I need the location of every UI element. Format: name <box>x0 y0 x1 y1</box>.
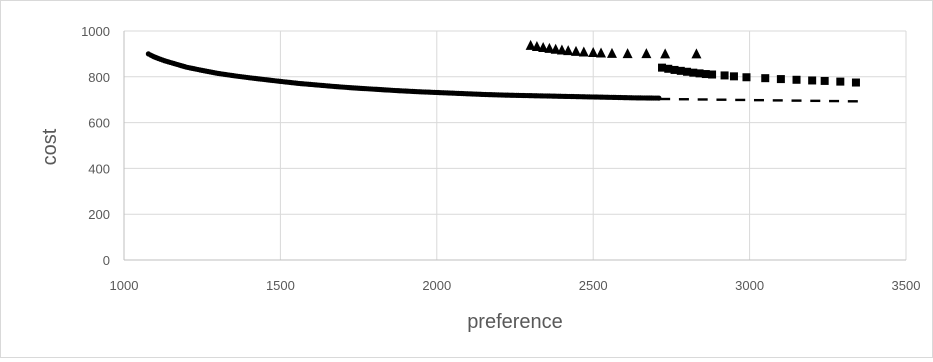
point-dash <box>847 100 858 103</box>
point-square <box>792 75 801 84</box>
point-square <box>701 70 710 79</box>
point-dash <box>678 98 689 101</box>
y-tick-label: 800 <box>88 70 110 85</box>
point-triangle <box>563 45 574 56</box>
x-axis-title: preference <box>467 311 563 333</box>
point-triangle <box>578 46 589 57</box>
point-square <box>720 71 729 80</box>
x-tick-label: 2000 <box>422 278 451 293</box>
x-tick-label: 1500 <box>266 278 295 293</box>
point-square <box>808 76 817 85</box>
point-triangle <box>660 48 671 59</box>
point-square <box>708 70 717 79</box>
point-square <box>670 65 679 74</box>
point-triangle <box>525 39 536 50</box>
point-triangle <box>544 42 555 53</box>
point-square <box>729 72 738 81</box>
point-square <box>820 76 829 85</box>
y-axis-title: cost <box>39 128 61 165</box>
data-points <box>145 39 860 103</box>
x-tick-label: 1000 <box>110 278 139 293</box>
point-dash <box>772 99 783 102</box>
point-dash <box>660 97 671 101</box>
x-tick-label: 2500 <box>579 278 608 293</box>
point-square <box>689 68 698 77</box>
point-dash <box>810 99 821 103</box>
point-square <box>742 73 751 82</box>
point-triangle <box>606 47 617 58</box>
y-tick-label: 200 <box>88 207 110 222</box>
x-tick-label: 3000 <box>735 278 764 293</box>
point-triangle <box>550 43 561 54</box>
point-square <box>836 77 845 86</box>
point-square <box>676 66 685 75</box>
axes <box>123 31 906 261</box>
point-dash <box>735 98 746 102</box>
point-triangle <box>641 48 652 59</box>
point-triangle <box>588 46 599 57</box>
point-square <box>851 78 860 87</box>
point-triangle <box>691 48 702 59</box>
point-square <box>658 63 667 72</box>
point-square <box>664 64 673 73</box>
point-square <box>761 74 770 83</box>
point-dash <box>697 98 708 101</box>
point-square <box>776 75 785 84</box>
y-tick-label: 0 <box>103 253 110 268</box>
y-tick-label: 1000 <box>81 24 110 39</box>
y-tick-label: 400 <box>88 161 110 176</box>
point-triangle <box>531 41 542 52</box>
point-triangle <box>570 45 581 56</box>
point-dash <box>791 99 802 102</box>
point-square <box>695 69 704 78</box>
point-triangle <box>622 48 633 59</box>
point-dash <box>829 99 840 103</box>
tick-labels: 1000 1500 2000 2500 3000 3500 0 200 400 600 800 100… <box>81 24 920 293</box>
point-triangle <box>538 41 549 52</box>
y-tick-label: 600 <box>88 116 110 131</box>
point-triangle <box>596 47 607 58</box>
x-tick-label: 3500 <box>892 278 921 293</box>
point-square <box>683 67 692 76</box>
grid-lines <box>124 30 907 260</box>
point-dash <box>753 98 764 102</box>
point-triangle <box>556 44 567 55</box>
point-dash <box>716 98 727 101</box>
